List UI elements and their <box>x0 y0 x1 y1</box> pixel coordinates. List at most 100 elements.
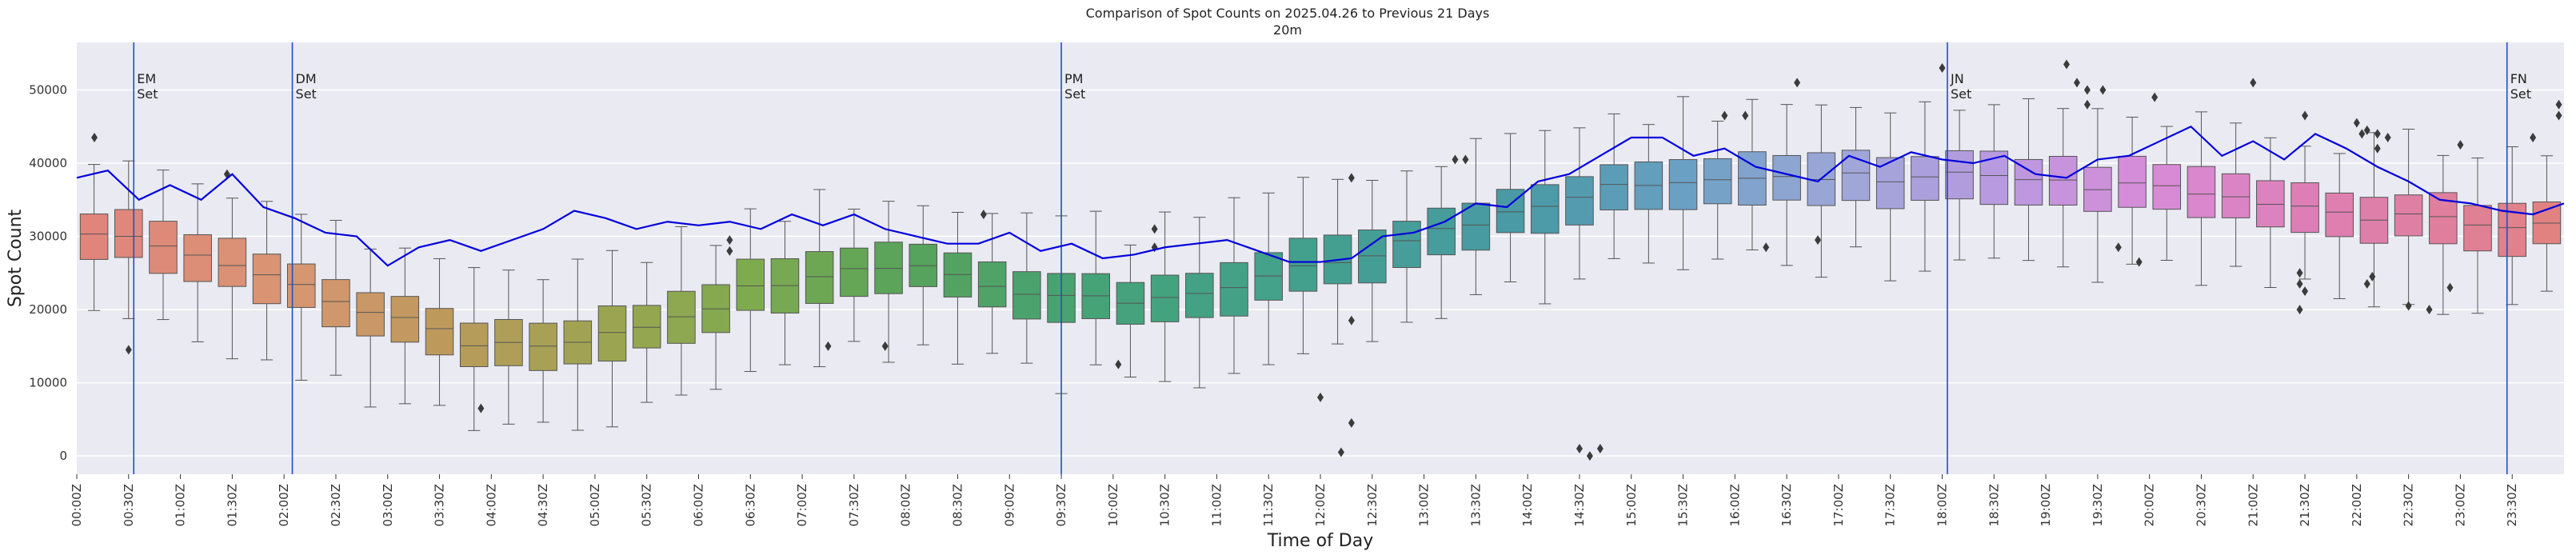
x-tick-label: 21:00Z <box>2246 484 2260 527</box>
box-rect <box>2152 164 2182 210</box>
box-rect <box>1185 273 1214 318</box>
outlier-point <box>726 235 733 246</box>
box-group <box>2290 146 2319 280</box>
box-group <box>2118 116 2147 265</box>
series-line <box>76 125 2565 267</box>
box-group <box>667 226 696 396</box>
box-group <box>977 213 1007 354</box>
outlier-point <box>2374 143 2381 154</box>
outlier-point <box>2530 132 2537 142</box>
box-group <box>1220 197 1248 374</box>
box-group <box>1150 211 1180 382</box>
box-rect <box>252 254 282 305</box>
marker-label: PM <box>1064 71 1083 86</box>
box-group <box>1254 192 1283 365</box>
box-group <box>459 267 489 431</box>
outlier-point <box>2296 279 2303 289</box>
x-tick-label: 12:30Z <box>1365 484 1380 527</box>
outlier-point <box>1939 63 1946 74</box>
outlier-point <box>726 246 733 256</box>
x-tick-label: 14:30Z <box>1572 484 1587 527</box>
box-rect <box>1427 207 1456 256</box>
box-group <box>1358 180 1387 342</box>
box-group <box>2152 126 2182 261</box>
outlier-point <box>1576 443 1583 453</box>
outlier-point <box>1348 417 1355 428</box>
box-group <box>1668 96 1698 270</box>
outlier-point <box>2099 85 2107 95</box>
chart-subtitle: 20m <box>1273 22 1302 38</box>
box-group <box>1703 121 1732 260</box>
outlier-point <box>825 341 832 351</box>
box-rect <box>943 252 972 297</box>
x-tick-label: 10:00Z <box>1106 484 1120 527</box>
box-group <box>1081 210 1111 365</box>
outlier-point <box>1596 443 1604 453</box>
box-rect <box>874 242 903 294</box>
box-group <box>425 258 454 406</box>
box-rect <box>1703 158 1732 205</box>
marker-label: Set <box>296 86 317 102</box>
x-tick-label: 03:00Z <box>381 484 395 527</box>
box-rect <box>459 322 489 368</box>
current-day-line <box>76 125 2565 267</box>
outlier-point <box>2083 85 2091 95</box>
x-tick-label: 07:00Z <box>795 484 809 527</box>
box-rect <box>2187 166 2216 218</box>
box-group <box>218 198 247 360</box>
box-rect <box>805 251 834 304</box>
outlier-point <box>2457 140 2464 150</box>
marker-label: Set <box>1951 86 1971 102</box>
outlier-point <box>2302 110 2309 121</box>
box-rect <box>1392 221 1421 269</box>
x-tick-label: 17:00Z <box>1831 484 1846 527</box>
box-group <box>874 201 903 363</box>
box-rect <box>1150 274 1180 322</box>
x-tick-label: 15:30Z <box>1676 484 1691 527</box>
box-group <box>252 201 282 361</box>
box-group <box>2221 122 2251 267</box>
box-group <box>1979 104 2009 259</box>
outlier-point <box>125 345 132 355</box>
x-tick-label: 06:30Z <box>743 484 757 527</box>
box-group <box>2463 158 2492 314</box>
box-group <box>805 189 834 368</box>
y-axis-ticks: 0 10000 20000 30000 40000 50000 <box>29 82 67 463</box>
box-group <box>183 183 212 342</box>
outlier-point <box>1742 110 1749 121</box>
x-tick-label: 19:00Z <box>2039 484 2053 527</box>
box-group <box>390 247 420 405</box>
chart-title: Comparison of Spot Counts on 2025.04.26 … <box>1086 6 1490 21</box>
outlier-point <box>91 132 98 142</box>
box-rect <box>2221 173 2251 218</box>
x-tick-label: 09:00Z <box>1002 484 1016 527</box>
x-axis-ticks: 00:00Z 00:30Z 01:00Z 01:30Z 02:00Z 02:30Z 03:0… <box>70 474 2519 527</box>
outlier-point <box>2302 286 2309 297</box>
box-rect <box>736 258 765 311</box>
outlier-point <box>2063 59 2070 70</box>
box-rect <box>286 263 316 308</box>
box-rect <box>2290 182 2319 234</box>
box-rect <box>2256 180 2285 228</box>
box-rect <box>2118 155 2147 208</box>
box-group <box>840 208 869 342</box>
outlier-point <box>2405 301 2412 311</box>
outlier-point <box>1763 242 1770 253</box>
box-rect <box>1979 150 2009 206</box>
x-tick-label: 17:30Z <box>1883 484 1898 527</box>
x-tick-label: 02:00Z <box>277 484 291 527</box>
outlier-point <box>2446 282 2454 293</box>
box-group <box>2014 98 2043 262</box>
box-group <box>1875 112 1905 281</box>
x-tick-label: 20:30Z <box>2194 484 2208 527</box>
box-group <box>597 250 627 428</box>
box-rect <box>1530 184 1560 234</box>
y-tick-label: 50000 <box>29 82 67 97</box>
box-group <box>1530 130 1560 305</box>
outlier-point <box>881 341 889 351</box>
gridlines <box>77 89 2564 457</box>
x-tick-label: 15:00Z <box>1624 484 1639 527</box>
x-tick-label: 23:00Z <box>2453 484 2467 527</box>
